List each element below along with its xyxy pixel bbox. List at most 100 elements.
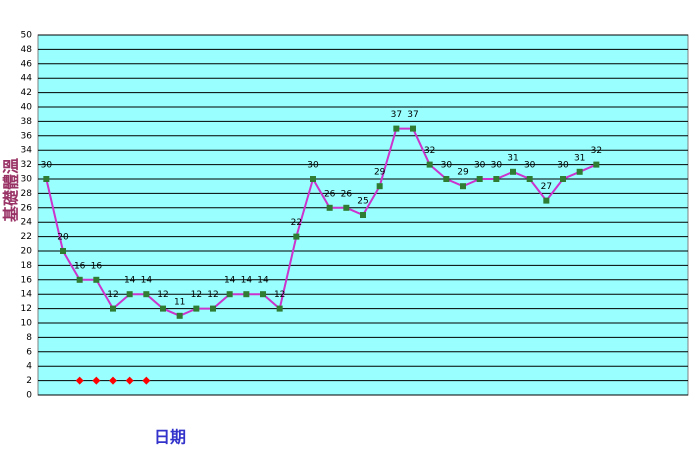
point-marker bbox=[360, 212, 366, 218]
data-label: 16 bbox=[74, 261, 86, 271]
y-axis-label: 基礎體溫 bbox=[2, 158, 21, 223]
data-label: 37 bbox=[407, 110, 418, 120]
data-label: 14 bbox=[224, 276, 236, 286]
point-marker bbox=[126, 291, 133, 298]
data-label: 27 bbox=[541, 182, 552, 192]
point-marker bbox=[543, 197, 550, 204]
point-marker bbox=[510, 168, 516, 175]
point-marker bbox=[476, 176, 483, 182]
x-axis-label: 日期 bbox=[154, 428, 186, 447]
point-marker bbox=[110, 305, 116, 312]
data-label: 31 bbox=[507, 153, 518, 163]
y-tick-label: 2 bbox=[26, 376, 32, 386]
data-label: 30 bbox=[524, 161, 536, 171]
point-marker bbox=[343, 204, 350, 211]
point-marker bbox=[92, 376, 101, 385]
point-marker bbox=[143, 291, 150, 298]
y-tick-label: 28 bbox=[21, 189, 33, 199]
data-label: 12 bbox=[191, 290, 202, 300]
data-label: 14 bbox=[124, 276, 136, 286]
point-marker bbox=[493, 176, 500, 182]
y-tick-label: 6 bbox=[26, 347, 32, 357]
y-tick-label: 26 bbox=[21, 203, 33, 213]
data-label: 25 bbox=[357, 197, 368, 207]
point-marker bbox=[576, 168, 583, 175]
y-tick-label: 20 bbox=[21, 247, 33, 257]
data-label: 14 bbox=[241, 276, 253, 286]
y-tick-label: 0 bbox=[26, 391, 32, 401]
data-label: 26 bbox=[324, 189, 336, 199]
data-label: 30 bbox=[41, 161, 53, 171]
point-marker bbox=[125, 376, 134, 385]
y-tick-label: 44 bbox=[21, 74, 33, 84]
data-label: 32 bbox=[424, 146, 435, 156]
y-tick-label: 36 bbox=[21, 131, 33, 141]
point-marker bbox=[326, 204, 333, 211]
point-marker bbox=[426, 161, 433, 168]
y-tick-label: 30 bbox=[21, 175, 33, 185]
data-label: 30 bbox=[491, 161, 503, 171]
point-marker bbox=[376, 183, 383, 190]
point-marker bbox=[210, 305, 216, 312]
y-tick-label: 50 bbox=[21, 31, 33, 41]
point-marker bbox=[293, 233, 300, 240]
y-tick-label: 48 bbox=[21, 45, 33, 55]
point-marker bbox=[593, 161, 600, 168]
data-label: 37 bbox=[391, 110, 402, 120]
data-label: 12 bbox=[157, 290, 168, 300]
point-marker bbox=[243, 291, 250, 298]
y-tick-label: 34 bbox=[21, 146, 33, 156]
y-tick-label: 22 bbox=[21, 232, 32, 242]
point-marker bbox=[93, 276, 100, 283]
data-label: 11 bbox=[174, 297, 185, 307]
data-label: 22 bbox=[291, 218, 302, 228]
data-label: 16 bbox=[91, 261, 103, 271]
y-tick-label: 38 bbox=[21, 117, 33, 127]
y-tick-label: 16 bbox=[21, 275, 33, 285]
point-marker bbox=[142, 376, 151, 385]
data-label: 29 bbox=[457, 168, 469, 178]
data-label: 30 bbox=[557, 161, 569, 171]
point-marker bbox=[310, 176, 316, 182]
data-label: 32 bbox=[591, 146, 602, 156]
data-label: 26 bbox=[341, 189, 353, 199]
y-tick-label: 10 bbox=[21, 319, 33, 329]
point-marker bbox=[109, 376, 117, 385]
y-tick-label: 14 bbox=[21, 290, 33, 300]
y-tick-label: 42 bbox=[21, 88, 32, 98]
data-label: 14 bbox=[141, 276, 153, 286]
point-marker bbox=[276, 305, 283, 312]
y-tick-label: 24 bbox=[21, 218, 33, 228]
point-marker bbox=[393, 125, 400, 132]
y-tick-label: 46 bbox=[21, 59, 33, 69]
point-marker bbox=[75, 376, 84, 385]
data-label: 12 bbox=[274, 290, 285, 300]
data-label: 30 bbox=[307, 161, 319, 171]
series-line bbox=[45, 127, 597, 317]
data-label: 30 bbox=[474, 161, 486, 171]
y-tick-label: 8 bbox=[26, 333, 32, 343]
point-marker bbox=[60, 248, 66, 254]
point-marker bbox=[226, 291, 233, 298]
y-tick-label: 12 bbox=[21, 304, 32, 314]
point-marker bbox=[560, 176, 566, 182]
y-tick-label: 18 bbox=[21, 261, 33, 271]
data-label: 29 bbox=[374, 168, 386, 178]
point-marker bbox=[410, 125, 416, 132]
data-label: 20 bbox=[57, 233, 69, 243]
point-marker bbox=[260, 291, 266, 298]
data-label: 12 bbox=[107, 290, 118, 300]
point-marker bbox=[443, 176, 450, 182]
data-label: 31 bbox=[574, 153, 585, 163]
y-tick-label: 32 bbox=[21, 160, 32, 170]
point-marker bbox=[43, 176, 50, 182]
data-label: 12 bbox=[207, 290, 218, 300]
point-marker bbox=[460, 183, 466, 190]
point-marker bbox=[526, 176, 533, 182]
point-marker bbox=[76, 276, 83, 283]
data-label: 14 bbox=[257, 276, 269, 286]
y-tick-label: 40 bbox=[21, 103, 33, 113]
y-tick-label: 4 bbox=[26, 362, 32, 372]
point-marker bbox=[160, 305, 166, 312]
